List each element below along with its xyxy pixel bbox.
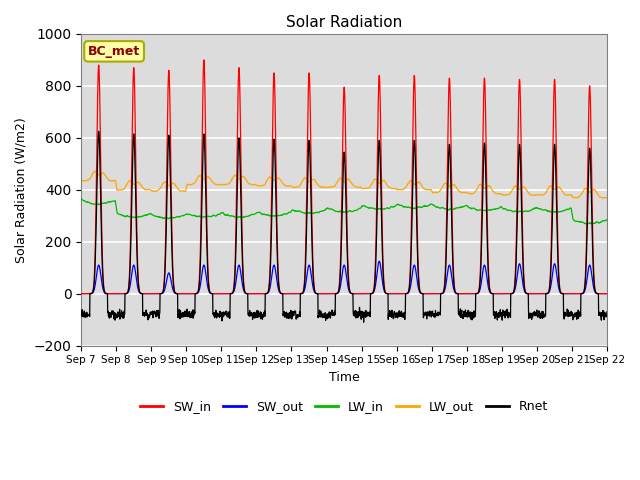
Y-axis label: Solar Radiation (W/m2): Solar Radiation (W/m2)	[15, 117, 28, 263]
X-axis label: Time: Time	[329, 371, 360, 384]
Legend: SW_in, SW_out, LW_in, LW_out, Rnet: SW_in, SW_out, LW_in, LW_out, Rnet	[135, 396, 553, 419]
Text: BC_met: BC_met	[88, 45, 140, 58]
Title: Solar Radiation: Solar Radiation	[286, 15, 402, 30]
